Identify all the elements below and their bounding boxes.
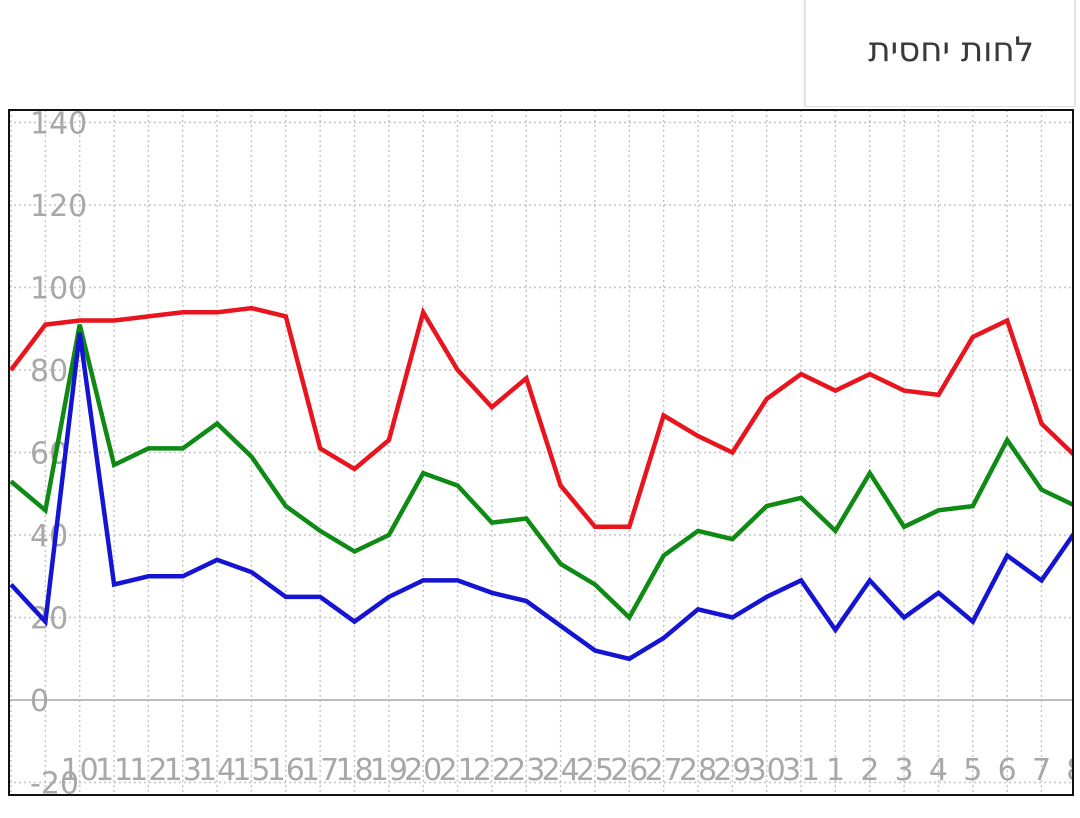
- x-tick-label: 4: [929, 753, 948, 788]
- x-tick-label: 19: [370, 753, 408, 788]
- x-tick-label: 7: [1032, 753, 1051, 788]
- x-tick-label: 26: [610, 753, 648, 788]
- x-tick-label: 23: [507, 753, 545, 788]
- y-tick-label: 100: [30, 272, 87, 307]
- x-tick-label: 10: [61, 753, 99, 788]
- y-tick-label: 120: [30, 189, 87, 224]
- plot-border: [8, 109, 1074, 796]
- relative-humidity-tab[interactable]: לחות יחסית: [804, 0, 1076, 107]
- x-tick-label: 25: [576, 753, 614, 788]
- x-tick-label: 29: [713, 753, 751, 788]
- x-tick-label: 15: [232, 753, 270, 788]
- x-tick-label: 21: [438, 753, 476, 788]
- x-tick-label: 12: [129, 753, 167, 788]
- series-line-1: [9, 305, 1080, 530]
- y-tick-label: 80: [30, 354, 68, 389]
- y-tick-label: 40: [30, 519, 68, 554]
- x-tick-label: 14: [198, 753, 236, 788]
- right-mask: [1073, 108, 1080, 797]
- x-tick-label: 24: [542, 753, 580, 788]
- series-line-3: [9, 332, 1080, 662]
- series-line-2: [9, 324, 1080, 622]
- x-tick-label: 13: [164, 753, 202, 788]
- x-tick-label: 5: [963, 753, 982, 788]
- x-tick-label: 27: [645, 753, 683, 788]
- x-tick-label: 31: [782, 753, 820, 788]
- x-tick-label: 16: [267, 753, 305, 788]
- tab-label: לחות יחסית: [868, 30, 1034, 70]
- x-tick-label: 18: [335, 753, 373, 788]
- x-tick-label: 20: [404, 753, 442, 788]
- x-tick-label: 22: [473, 753, 511, 788]
- left-mask: [0, 108, 9, 797]
- x-tick-label: 1: [826, 753, 845, 788]
- x-tick-label: 28: [679, 753, 717, 788]
- x-tick-label: 3: [895, 753, 914, 788]
- x-tick-label: 6: [998, 753, 1017, 788]
- y-tick-label: 0: [30, 684, 49, 719]
- x-tick-label: 11: [95, 753, 133, 788]
- x-tick-label: 2: [860, 753, 879, 788]
- x-tick-label: 17: [301, 753, 339, 788]
- x-tick-label: 30: [748, 753, 786, 788]
- y-tick-label: 140: [30, 107, 87, 142]
